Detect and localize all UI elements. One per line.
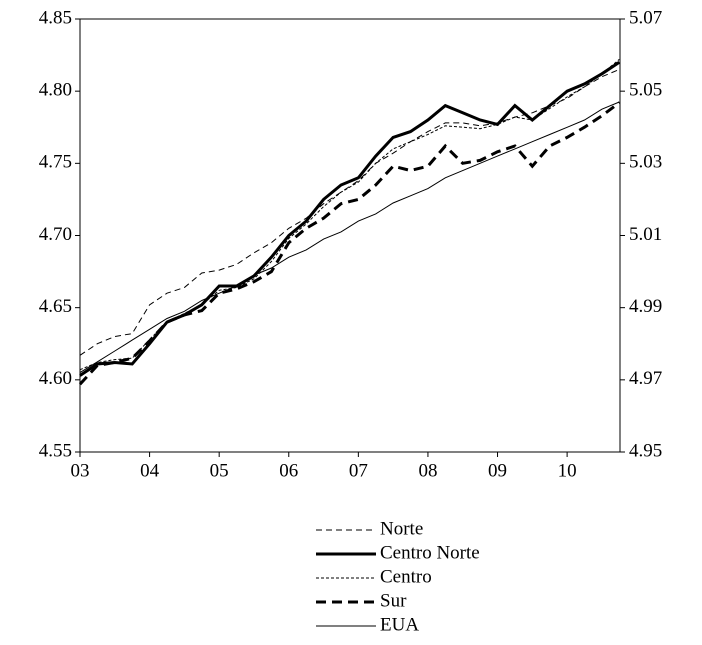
y2-tick-label: 5.01 bbox=[629, 224, 662, 245]
y-tick-label: 4.65 bbox=[39, 296, 72, 317]
legend-label: Centro bbox=[380, 566, 432, 587]
legend-label: Sur bbox=[380, 590, 407, 611]
series-line bbox=[79, 69, 620, 356]
x-tick-label: 07 bbox=[349, 460, 368, 481]
y2-tick-label: 4.99 bbox=[629, 296, 662, 317]
y-tick-label: 4.55 bbox=[39, 440, 72, 461]
x-tick-label: 08 bbox=[418, 460, 437, 481]
y-tick-label: 4.60 bbox=[39, 368, 72, 389]
x-tick-label: 09 bbox=[488, 460, 507, 481]
series-line bbox=[79, 101, 620, 374]
y2-tick-label: 5.07 bbox=[629, 7, 662, 28]
x-tick-label: 05 bbox=[210, 460, 229, 481]
series-line bbox=[79, 59, 620, 371]
plot-frame bbox=[79, 18, 621, 453]
y2-tick-label: 4.97 bbox=[629, 368, 662, 389]
x-tick-label: 03 bbox=[71, 460, 90, 481]
y2-tick-label: 5.05 bbox=[629, 80, 662, 101]
legend-label: Centro Norte bbox=[380, 542, 480, 563]
y-tick-label: 4.85 bbox=[39, 7, 72, 28]
legend-label: EUA bbox=[380, 614, 419, 635]
legend-label: Norte bbox=[380, 518, 423, 539]
y-tick-label: 4.75 bbox=[39, 152, 72, 173]
y-tick-label: 4.70 bbox=[39, 224, 72, 245]
y2-tick-label: 5.03 bbox=[629, 152, 662, 173]
y2-tick-label: 4.95 bbox=[629, 440, 662, 461]
series-line bbox=[78, 101, 621, 386]
y-tick-label: 4.80 bbox=[39, 80, 72, 101]
x-tick-label: 06 bbox=[279, 460, 298, 481]
x-tick-label: 10 bbox=[558, 460, 577, 481]
x-tick-label: 04 bbox=[140, 460, 160, 481]
